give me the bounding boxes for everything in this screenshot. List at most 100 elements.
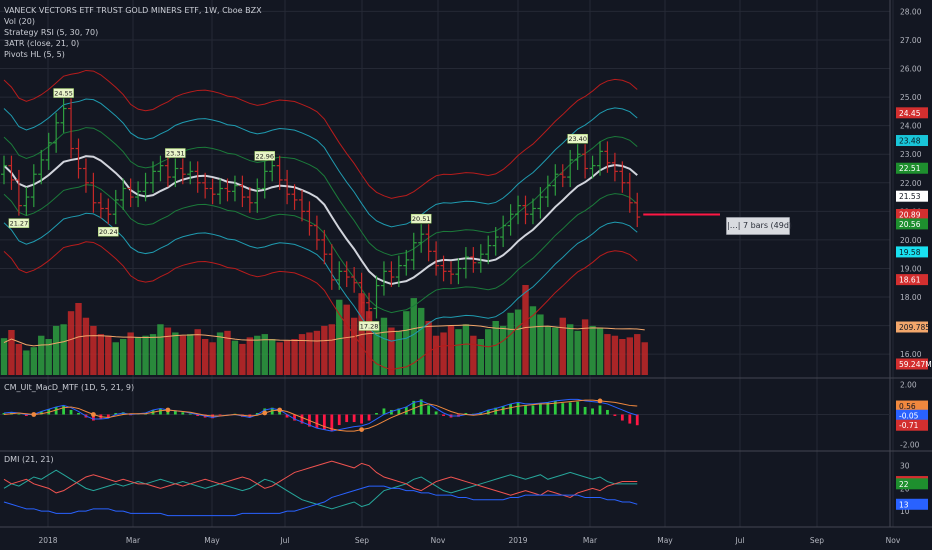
volume-bar xyxy=(432,335,440,375)
value-tag-label: 0.56 xyxy=(899,402,916,411)
macd-histogram-bar xyxy=(419,399,423,415)
macd-histogram-bar xyxy=(516,402,520,415)
volume-bar xyxy=(38,335,45,375)
volume-bar xyxy=(552,327,559,375)
volume-bar xyxy=(514,309,522,375)
macd-histogram-bar xyxy=(501,406,505,415)
volume-bar xyxy=(239,343,246,375)
volume-bar xyxy=(313,330,321,375)
price-axis-tick: 22.00 xyxy=(900,179,922,188)
pivot-label: 21.27 xyxy=(10,220,29,228)
macd-histogram-bar xyxy=(397,408,401,415)
volume-bar xyxy=(350,317,358,375)
price-axis-tick: 23.00 xyxy=(900,150,922,159)
time-axis-label: May xyxy=(204,536,220,545)
volume-bar xyxy=(395,330,403,375)
bars-range-tag[interactable]: |…| 7 bars (49d) xyxy=(726,217,793,235)
volume-bar xyxy=(626,337,633,375)
mid-band-lower xyxy=(3,212,638,342)
dmi-plus-line xyxy=(3,469,638,510)
legend-pivots: Pivots HL (5, 5) xyxy=(4,50,65,59)
pivot-label-box xyxy=(567,133,588,144)
volume-bar xyxy=(97,334,105,375)
dmi-legend: DMI (21, 21) xyxy=(4,454,54,465)
volume-bar xyxy=(164,327,172,375)
value-tag-label: 18.61 xyxy=(899,276,921,285)
volume-bar xyxy=(134,337,142,375)
dmi-axis-tick: 10 xyxy=(900,507,910,516)
value-tag-label: 22.51 xyxy=(899,164,921,173)
bars-range-label: 7 bars (49d) xyxy=(742,221,793,230)
dmi-title: DMI (21, 21) xyxy=(4,455,54,464)
volume-bar xyxy=(589,325,596,375)
macd-histogram-bar xyxy=(17,413,21,415)
volume-bar xyxy=(455,329,462,375)
macd-histogram-bar xyxy=(606,409,609,415)
pivot-label-box xyxy=(358,321,380,331)
volume-bar xyxy=(112,342,119,375)
volume-bar xyxy=(380,317,388,375)
macd-histogram-bar xyxy=(166,411,170,415)
macd-histogram-bar xyxy=(196,414,200,417)
time-axis-label: Sep xyxy=(810,536,824,545)
value-tag xyxy=(896,321,928,333)
price-axis-tick: 24.00 xyxy=(900,122,922,131)
volume-bar xyxy=(544,325,552,375)
pivot-label-box xyxy=(410,213,432,224)
value-tag xyxy=(896,190,928,202)
volume-bar xyxy=(522,285,529,375)
value-tag xyxy=(896,162,928,174)
time-axis-label: Jul xyxy=(279,536,289,545)
macd-histogram-bar xyxy=(345,414,349,423)
volume-bar xyxy=(537,314,544,375)
volume-bar xyxy=(440,332,447,375)
price-axis-tick: 20.00 xyxy=(900,236,922,245)
volume-bar xyxy=(67,311,75,375)
volume-bar xyxy=(477,339,484,375)
macd-histogram-bar xyxy=(24,414,28,417)
volume-bar xyxy=(149,334,157,375)
price-axis-tick: 16.00 xyxy=(900,350,922,359)
macd-histogram-bar xyxy=(69,409,73,415)
volume-bar xyxy=(365,311,373,375)
macd-histogram-bar xyxy=(546,402,550,415)
macd-histogram-bar xyxy=(427,405,431,415)
volume-bar xyxy=(172,332,179,375)
macd-histogram-bar xyxy=(583,406,587,415)
macd-histogram-bar xyxy=(39,411,43,415)
pivot-label-box xyxy=(254,151,275,161)
price-axis-tick: 18.00 xyxy=(900,293,922,302)
macd-histogram-bar xyxy=(159,408,162,415)
volume-bar xyxy=(142,335,149,375)
macd-histogram-bar xyxy=(181,412,185,415)
value-tag xyxy=(896,274,928,286)
value-tag xyxy=(896,400,928,412)
time-axis-label: Nov xyxy=(886,536,901,545)
macd-histogram-bar xyxy=(576,401,580,415)
pivot-label: 22.96 xyxy=(255,152,274,160)
volume-bar xyxy=(529,306,537,375)
macd-histogram-bar xyxy=(188,413,192,415)
volume-bar xyxy=(254,335,261,375)
volume-bar xyxy=(596,327,604,375)
value-tag xyxy=(896,478,928,490)
value-tag-label: 20.56 xyxy=(899,220,921,229)
value-tag-label: -0.71 xyxy=(899,421,919,430)
macd-cross-dot xyxy=(165,407,171,413)
value-tag-label: 21.53 xyxy=(899,192,921,201)
time-axis-label: Mar xyxy=(126,536,141,545)
price-axis-tick: 19.00 xyxy=(900,264,922,273)
macd-histogram-bar xyxy=(330,414,334,432)
macd-histogram-bar xyxy=(442,414,445,417)
volume-bar xyxy=(52,325,60,375)
volume-bar xyxy=(0,338,8,375)
macd-histogram-bar xyxy=(278,411,282,415)
macd-histogram-bar xyxy=(285,414,289,418)
macd-axis-tick: -2.00 xyxy=(900,441,920,450)
volume-bar xyxy=(216,332,224,375)
volume-bar xyxy=(328,324,335,375)
macd-legend: CM_Ult_MacD_MTF (1D, 5, 21, 9) xyxy=(4,382,134,393)
dmi-minus-line xyxy=(3,460,638,498)
